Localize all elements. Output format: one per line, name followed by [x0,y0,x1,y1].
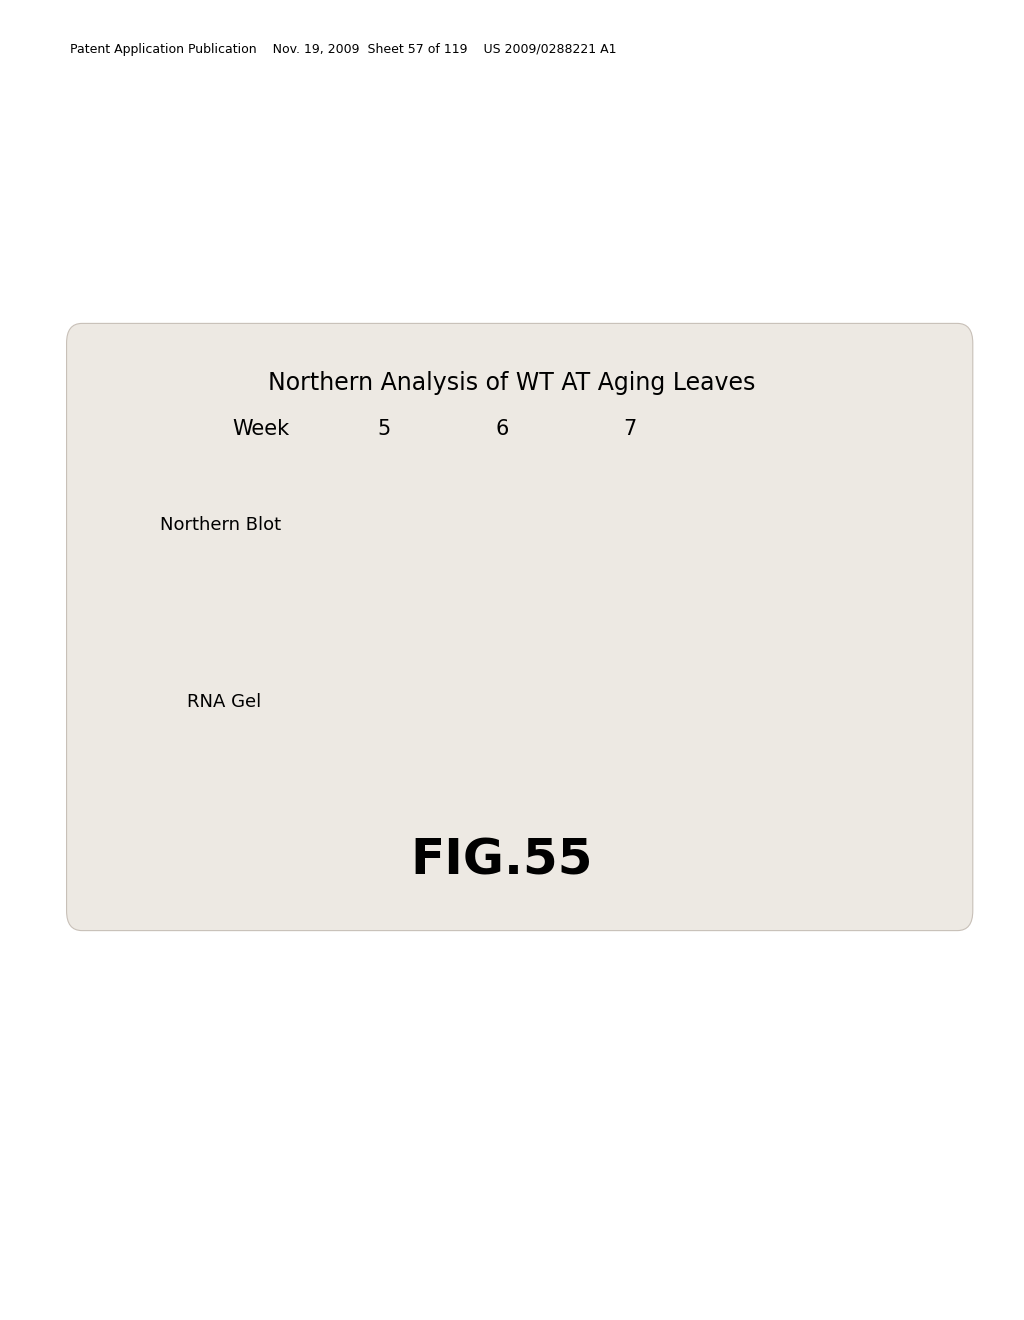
Text: RNA Gel: RNA Gel [186,693,261,711]
Text: FIG.55: FIG.55 [411,837,593,884]
Text: Northern Blot: Northern Blot [161,516,282,535]
Text: Week: Week [232,418,290,440]
Text: 5: 5 [378,418,390,440]
Text: Patent Application Publication    Nov. 19, 2009  Sheet 57 of 119    US 2009/0288: Patent Application Publication Nov. 19, … [70,42,616,55]
Text: Northern Analysis of WT AT Aging Leaves: Northern Analysis of WT AT Aging Leaves [268,371,756,395]
Text: 7: 7 [624,418,636,440]
Text: 6: 6 [495,418,509,440]
